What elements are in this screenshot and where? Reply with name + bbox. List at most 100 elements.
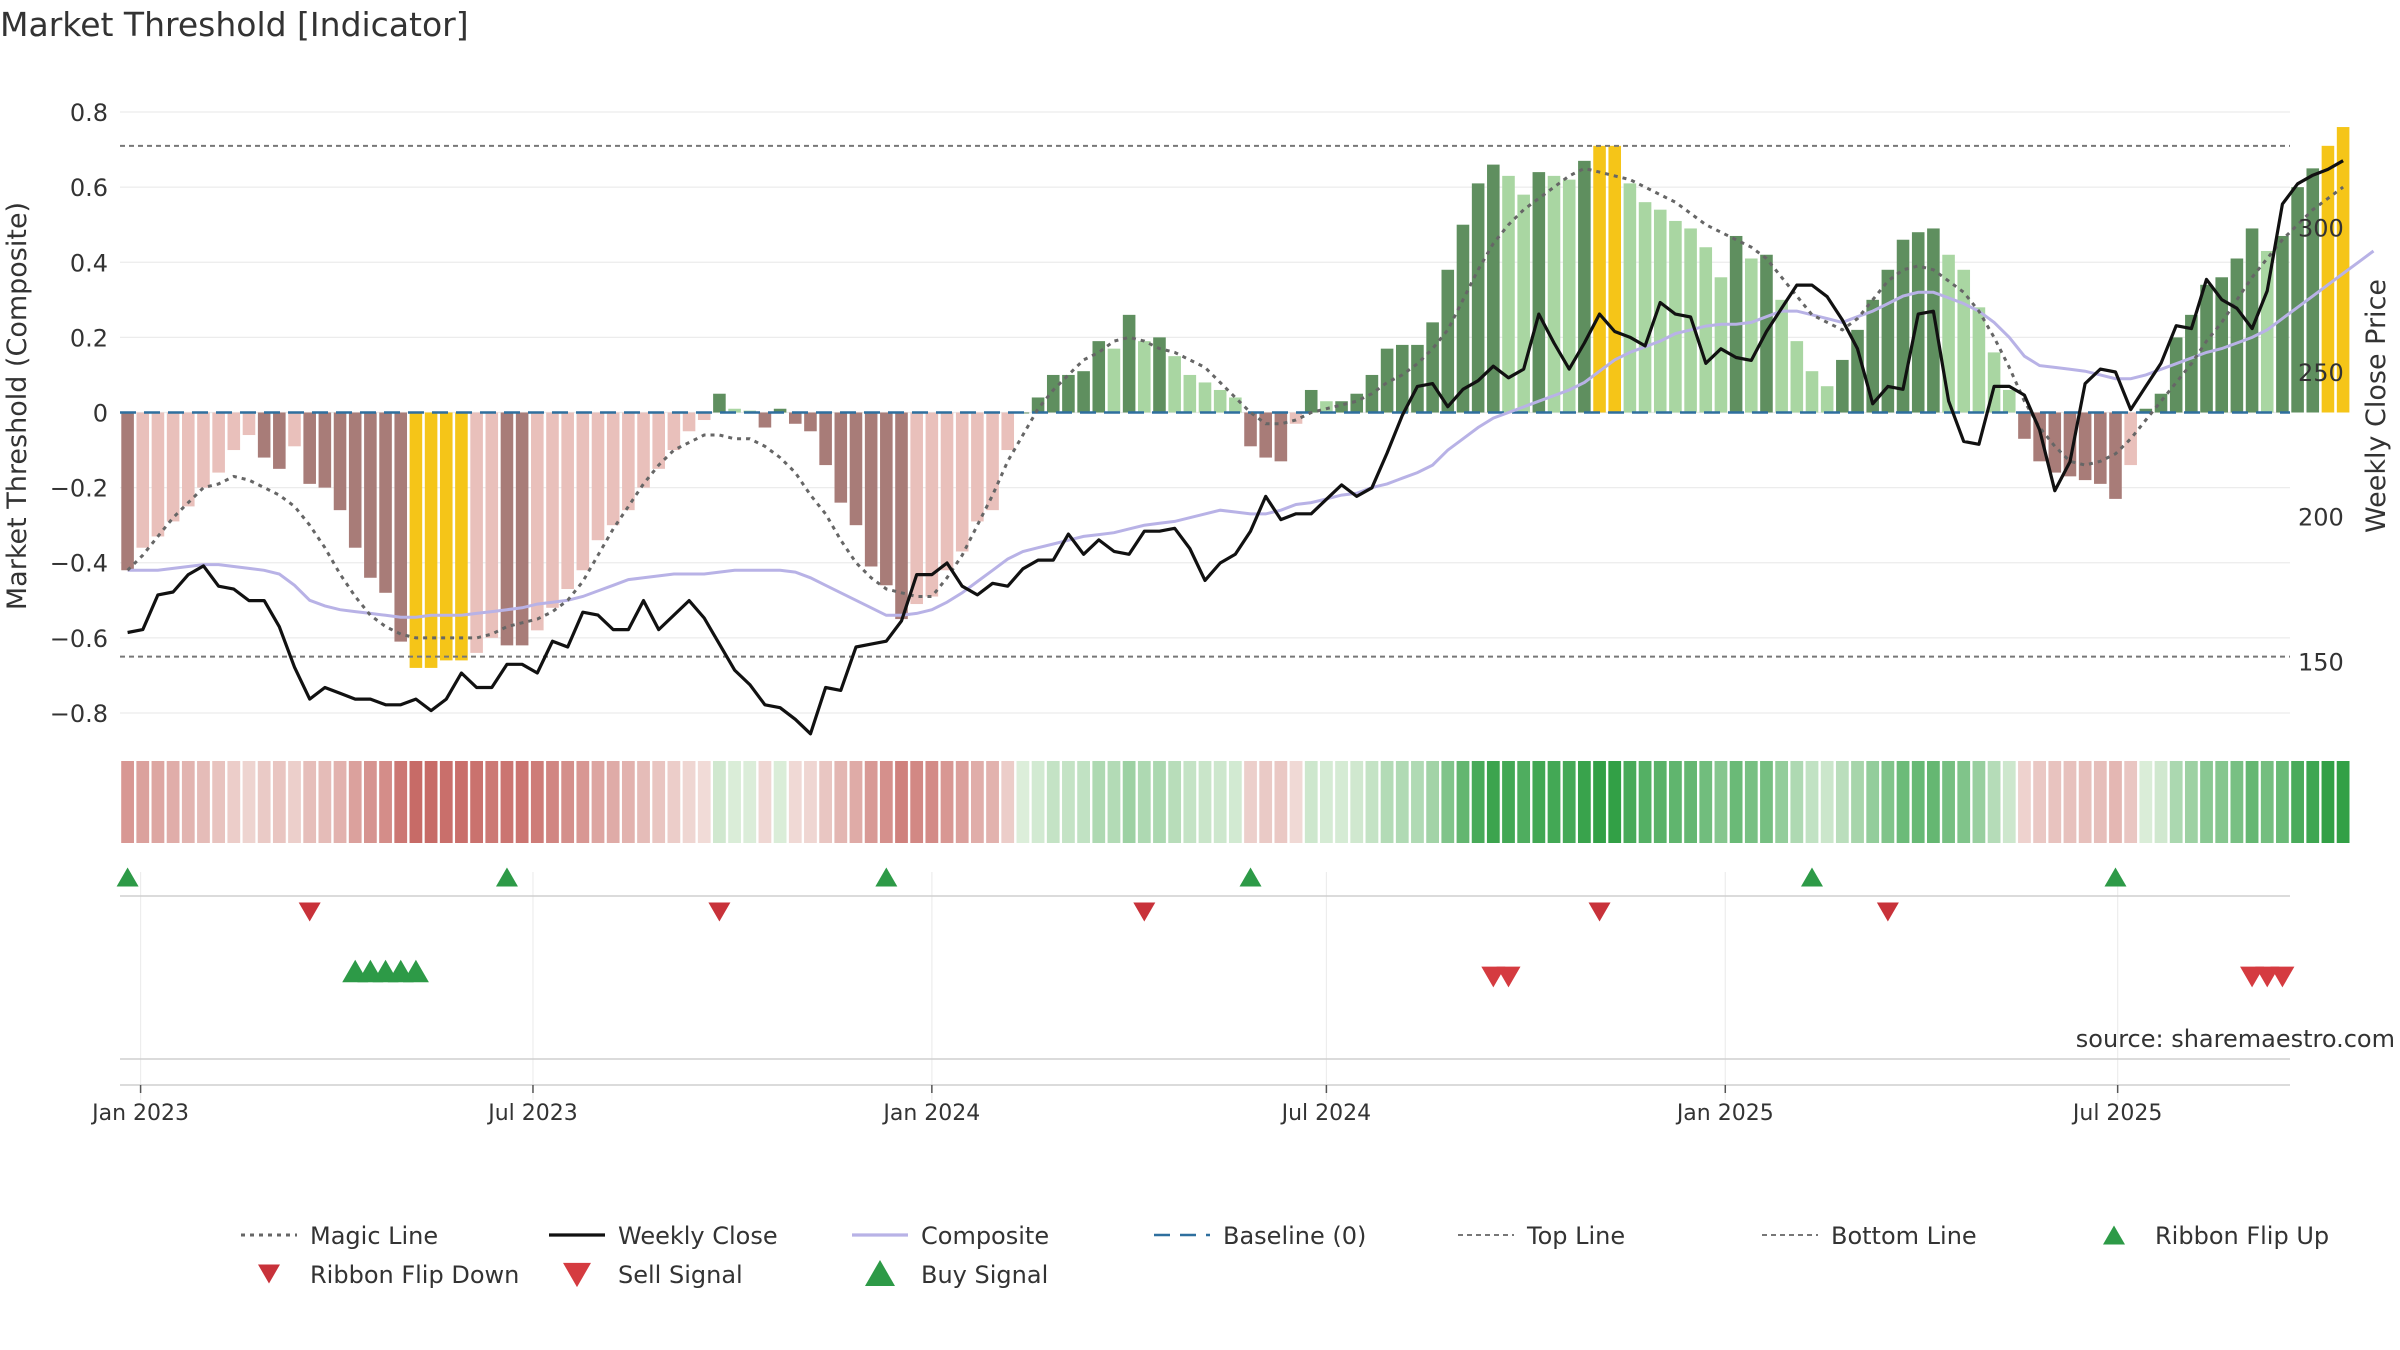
composite-bar: [2018, 412, 2031, 439]
ribbon-cell: [257, 761, 271, 843]
composite-bar: [1820, 386, 1834, 413]
composite-bar: [364, 412, 377, 578]
composite-bar: [880, 412, 893, 586]
composite-bar: [2306, 168, 2320, 413]
legend-label: Composite: [921, 1222, 1049, 1250]
composite-bar: [864, 412, 878, 567]
ribbon-cell: [637, 761, 650, 843]
composite-bar: [288, 412, 301, 447]
ribbon-cell: [288, 761, 301, 843]
y-left-tick-label: 0: [93, 400, 108, 428]
composite-bar: [652, 412, 665, 469]
composite-bar: [804, 412, 817, 432]
composite-bar: [1638, 202, 1652, 413]
ribbon-cell: [1198, 761, 1212, 843]
ribbon-cell: [1183, 761, 1197, 843]
composite-bar: [1183, 374, 1197, 413]
ribbon-cell: [682, 761, 696, 843]
ribbon-cell: [1790, 761, 1804, 843]
composite-bar: [1411, 344, 1424, 413]
ribbon-cell: [348, 761, 362, 843]
signal-markers: [116, 867, 2295, 988]
composite-bar: [591, 412, 605, 541]
composite-bar: [1138, 341, 1151, 413]
composite-bar: [181, 412, 195, 507]
ribbon-cell: [606, 761, 620, 843]
composite-bar: [485, 412, 499, 638]
ribbon-cell: [940, 761, 954, 843]
composite-bar: [1517, 194, 1530, 413]
ribbon-cell: [151, 761, 165, 843]
ribbon-cell: [804, 761, 817, 843]
ribbon-cell: [242, 761, 256, 843]
composite-bar: [531, 412, 544, 631]
composite-bar: [819, 412, 832, 466]
composite-bar: [1911, 232, 1925, 413]
ribbon-cell: [834, 761, 848, 843]
composite-bar: [2336, 127, 2350, 413]
ribbon-cell: [1304, 761, 1318, 843]
composite-bar: [1350, 393, 1364, 413]
y-axis-right-label: Weekly Close Price: [2361, 279, 2392, 533]
legend-swatch: [563, 1262, 591, 1288]
ribbon-cell: [121, 761, 134, 843]
ribbon-cell: [895, 761, 908, 843]
composite-bar: [227, 412, 241, 451]
ribbon-cell: [2184, 761, 2198, 843]
legend-label: Weekly Close: [618, 1222, 778, 1250]
ribbon-cell: [1562, 761, 1576, 843]
ribbon-cell: [227, 761, 241, 843]
composite-bar: [470, 412, 483, 653]
legend-label: Top Line: [1526, 1222, 1625, 1250]
composite-bar: [2169, 337, 2183, 413]
source-label: source: sharemaestro.com: [2076, 1025, 2395, 1053]
ribbon-cell: [424, 761, 438, 843]
ribbon-cell: [2291, 761, 2304, 843]
ribbon-cell: [2063, 761, 2077, 843]
ribbon-cell: [1289, 761, 1303, 843]
composite-bar: [1805, 371, 1819, 413]
ribbon-cell: [697, 761, 711, 843]
ribbon-cell: [2109, 761, 2122, 843]
composite-bar: [2002, 389, 2016, 413]
ribbon-cell: [925, 761, 939, 843]
composite-bar: [1213, 389, 1227, 413]
composite-bar: [1562, 179, 1576, 413]
composite-bar: [303, 412, 316, 484]
composite-bar: [1289, 412, 1303, 424]
ribbon-cell: [1244, 761, 1257, 843]
composite-bar: [2260, 250, 2274, 413]
ribbon-cell: [1077, 761, 1090, 843]
ribbon-cell: [1547, 761, 1561, 843]
legend-item: Weekly Close: [549, 1222, 778, 1250]
composite-bar: [1745, 258, 1758, 413]
ribbon-cell: [576, 761, 590, 843]
ribbon-cell: [652, 761, 666, 843]
ribbon-cell: [879, 761, 893, 843]
y-left-tick-label: −0.6: [50, 625, 108, 653]
ribbon-flip-up-marker: [1800, 867, 1823, 887]
ribbon-flip-down-marker: [1876, 902, 1899, 922]
composite-bar: [394, 412, 408, 642]
composite-bar: [667, 412, 681, 451]
legend-label: Sell Signal: [618, 1261, 743, 1289]
ribbon-cell: [2078, 761, 2092, 843]
ribbon-cell: [1608, 761, 1622, 843]
legend-label: Bottom Line: [1831, 1222, 1977, 1250]
ribbon-cell: [2245, 761, 2259, 843]
ribbon-cell: [455, 761, 468, 843]
composite-bar: [1304, 389, 1318, 413]
ribbon-cell: [485, 761, 499, 843]
legend-label: Ribbon Flip Up: [2155, 1222, 2329, 1250]
x-tick-label: Jan 2025: [1675, 1101, 1774, 1126]
y-left-tick-label: 0.8: [70, 99, 108, 127]
ribbon-cell: [1881, 761, 1895, 843]
ribbon-cell: [2002, 761, 2016, 843]
composite-bar: [2124, 412, 2137, 466]
ribbon-cell: [1380, 761, 1394, 843]
ribbon-cell: [1623, 761, 1637, 843]
ribbon-cell: [394, 761, 408, 843]
ribbon-cell: [910, 761, 924, 843]
y-left-tick-label: 0.6: [70, 174, 108, 202]
ribbon-cell: [439, 761, 453, 843]
